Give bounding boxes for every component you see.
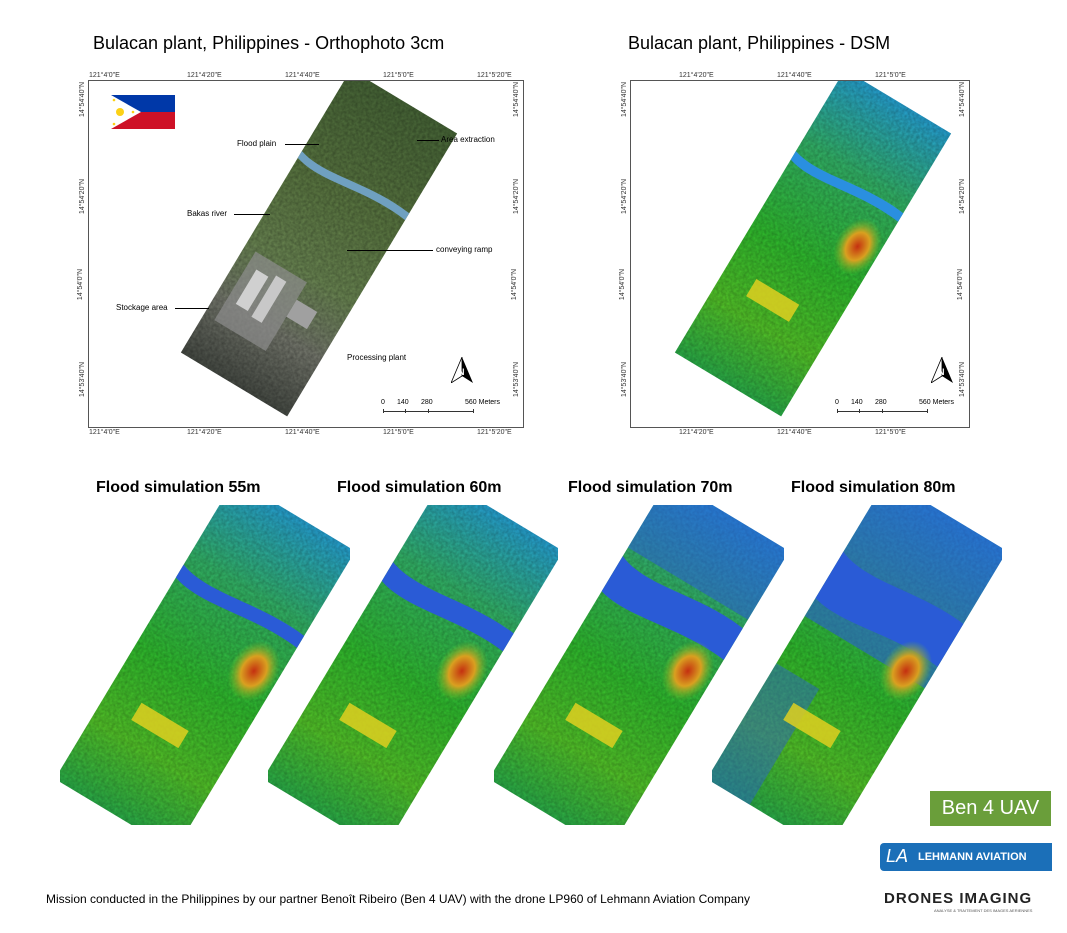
label-processing-plant: Processing plant xyxy=(347,353,407,362)
dsm-bottom-coord: 121°4'40"E xyxy=(777,429,812,436)
ortho-bottom-coord: 121°5'20"E xyxy=(477,429,512,436)
leader-line xyxy=(234,214,270,215)
label-flood-plain: Flood plain xyxy=(237,139,277,148)
scale-0: 0 xyxy=(835,399,839,406)
dsm-bottom-coord: 121°4'20"E xyxy=(679,429,714,436)
ortho-top-coord: 121°5'20"E xyxy=(477,72,512,79)
label-conveying-ramp: conveying ramp xyxy=(436,245,493,254)
scale-tick xyxy=(473,409,474,413)
ben4-uav-logo: Ben 4 UAV xyxy=(930,791,1051,826)
ortho-left-coord: 14°54'40"N xyxy=(79,81,87,118)
svg-text:N: N xyxy=(458,367,465,377)
ortho-bottom-coord: 121°4'40"E xyxy=(285,429,320,436)
dsm-left-coord: 14°54'0"N xyxy=(619,268,627,301)
svg-text:N: N xyxy=(938,367,945,377)
drones-imaging-logo: DRONES IMAGING xyxy=(884,890,1033,907)
leader-line xyxy=(347,250,433,251)
dsm-left-coord: 14°54'20"N xyxy=(621,178,629,215)
ortho-top-coord: 121°4'0"E xyxy=(89,72,120,79)
scale-280: 280 xyxy=(875,399,887,406)
label-bakas-river: Bakas river xyxy=(187,209,228,218)
flood-sim-80-image xyxy=(712,505,1002,825)
ortho-bottom-coord: 121°4'20"E xyxy=(187,429,222,436)
dsm-top-coord: 121°5'0"E xyxy=(875,72,906,79)
scale-tick xyxy=(383,409,384,413)
scale-tick xyxy=(927,409,928,413)
sim80-title: Flood simulation 80m xyxy=(791,479,956,496)
sim70-title: Flood simulation 70m xyxy=(568,479,733,496)
ortho-left-coord: 14°54'0"N xyxy=(77,268,85,301)
scale-140: 140 xyxy=(851,399,863,406)
dsm-top-coord: 121°4'20"E xyxy=(679,72,714,79)
dsm-map-frame: 121°4'20"E 121°4'40"E 121°5'0"E 121°4'20… xyxy=(619,72,970,436)
label-stockage-area: Stockage area xyxy=(116,303,168,312)
dsm-image xyxy=(674,81,952,417)
scale-280: 280 xyxy=(421,399,433,406)
leader-line xyxy=(417,140,439,141)
scale-tick xyxy=(428,409,429,413)
lehmann-text: LEHMANN AVIATION xyxy=(918,851,1027,863)
dsm-left-coord: 14°53'40"N xyxy=(621,361,629,398)
dsm-title: Bulacan plant, Philippines - DSM xyxy=(628,33,891,53)
flood-sim-55-image xyxy=(60,505,350,825)
north-arrow-icon: N xyxy=(930,356,953,385)
dsm-top-coord: 121°4'40"E xyxy=(777,72,812,79)
ortho-left-coord: 14°53'40"N xyxy=(79,361,87,398)
ortho-top-coord: 121°4'40"E xyxy=(285,72,320,79)
scale-0: 0 xyxy=(381,399,385,406)
ortho-top-coord: 121°5'0"E xyxy=(383,72,414,79)
scale-140: 140 xyxy=(397,399,409,406)
flood-sim-70-image xyxy=(494,505,784,825)
lehmann-aviation-logo: LA LEHMANN AVIATION xyxy=(880,843,1052,871)
scale-tick xyxy=(859,409,860,413)
scale-560: 560 Meters xyxy=(465,399,501,406)
lehmann-mark: LA xyxy=(886,846,909,866)
scale-tick xyxy=(882,409,883,413)
ortho-image xyxy=(180,81,458,417)
dsm-bottom-coord: 121°5'0"E xyxy=(875,429,906,436)
ortho-left-coord: 14°54'20"N xyxy=(79,178,87,215)
scale-tick xyxy=(405,409,406,413)
leader-line xyxy=(285,144,319,145)
drones-imaging-sub: ANALYSE & TRAITEMENT DES IMAGES AERIENNE… xyxy=(934,908,1033,913)
leader-line xyxy=(175,308,209,309)
scale-tick xyxy=(837,409,838,413)
ortho-map-frame: 121°4'0"E 121°4'20"E 121°4'40"E 121°5'0"… xyxy=(77,72,524,436)
sim55-title: Flood simulation 55m xyxy=(96,479,261,496)
ortho-title: Bulacan plant, Philippines - Orthophoto … xyxy=(93,33,445,53)
sim60-title: Flood simulation 60m xyxy=(337,479,502,496)
scale-560: 560 Meters xyxy=(919,399,955,406)
ortho-bottom-coord: 121°4'0"E xyxy=(89,429,120,436)
ortho-top-coord: 121°4'20"E xyxy=(187,72,222,79)
dsm-left-coord: 14°54'40"N xyxy=(621,81,629,118)
mission-credit: Mission conducted in the Philippines by … xyxy=(46,892,750,906)
label-area-extraction: Area extraction xyxy=(441,135,495,144)
flood-sim-60-image xyxy=(268,505,558,825)
north-arrow-icon: N xyxy=(450,356,473,385)
philippines-flag xyxy=(111,95,175,129)
ortho-bottom-coord: 121°5'0"E xyxy=(383,429,414,436)
